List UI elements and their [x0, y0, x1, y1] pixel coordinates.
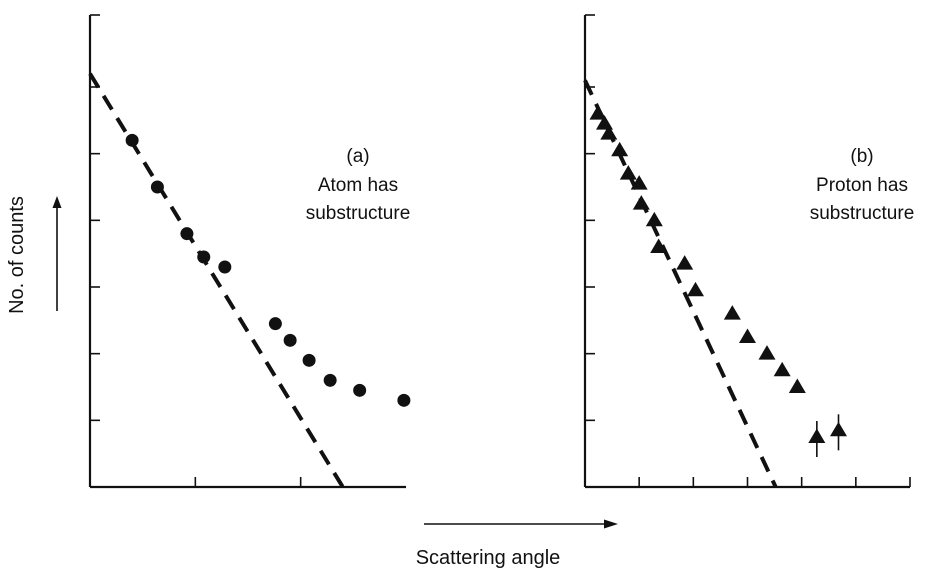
y-axis-label: No. of counts	[6, 196, 28, 314]
panel-b-data-point-12	[739, 328, 756, 343]
y-axis-arrow	[52, 196, 62, 311]
panel-a-annotation-line-1: Atom has	[318, 175, 398, 196]
panel-b-data-point-6	[632, 195, 650, 210]
x-axis-label: Scattering angle	[416, 547, 561, 569]
panel-b-label: (b)	[850, 146, 873, 167]
panel-a-data-point-10	[397, 393, 411, 407]
panel-b-axes	[583, 14, 911, 489]
panel-b-data-point-13	[758, 345, 776, 360]
panel-b-data-point-3	[611, 141, 629, 157]
panel-b-annotation-line-2: substructure	[810, 203, 915, 224]
panel-a-label: (a)	[346, 146, 369, 167]
panel-b-data-point-15	[788, 378, 806, 393]
panel-a-data-points	[125, 133, 411, 407]
panel-b-data-point-8	[650, 238, 668, 253]
panel-b-annotation-line-1: Proton has	[816, 175, 908, 196]
panel-b-data-point-0	[589, 105, 607, 120]
panel-a-data-point-0	[125, 133, 139, 147]
panel-b-data-point-5	[630, 175, 648, 190]
panel-a-axes	[88, 14, 406, 489]
panel-a-data-point-8	[323, 373, 337, 387]
panel-b-data-point-10	[687, 281, 704, 297]
panel-b-data-point-11	[723, 305, 741, 320]
panel-a-data-point-9	[353, 383, 367, 397]
panel-b-data-point-14	[773, 361, 791, 377]
panel-b-data-points	[589, 105, 847, 457]
panel-b-data-point-7	[645, 211, 663, 227]
panel-b-data-point-4	[619, 165, 637, 180]
panel-a-data-point-6	[283, 333, 297, 347]
panel-a-data-point-2	[180, 227, 194, 241]
panel-a: (a) Atom has substructure	[88, 14, 411, 489]
panel-a-data-point-7	[302, 353, 316, 367]
panel-b-data-point-2	[600, 125, 618, 140]
panel-b-data-point-9	[676, 255, 694, 270]
panel-a-data-point-4	[218, 260, 232, 274]
panel-a-data-point-5	[268, 317, 282, 331]
panel-a-annotation-line-2: substructure	[306, 203, 411, 224]
x-axis-arrow	[424, 519, 618, 529]
panel-a-data-point-3	[197, 250, 211, 264]
panel-b-fit-line	[583, 79, 778, 488]
panel-a-data-point-1	[150, 180, 164, 194]
panel-b: (b) Proton has substructure	[583, 14, 915, 489]
